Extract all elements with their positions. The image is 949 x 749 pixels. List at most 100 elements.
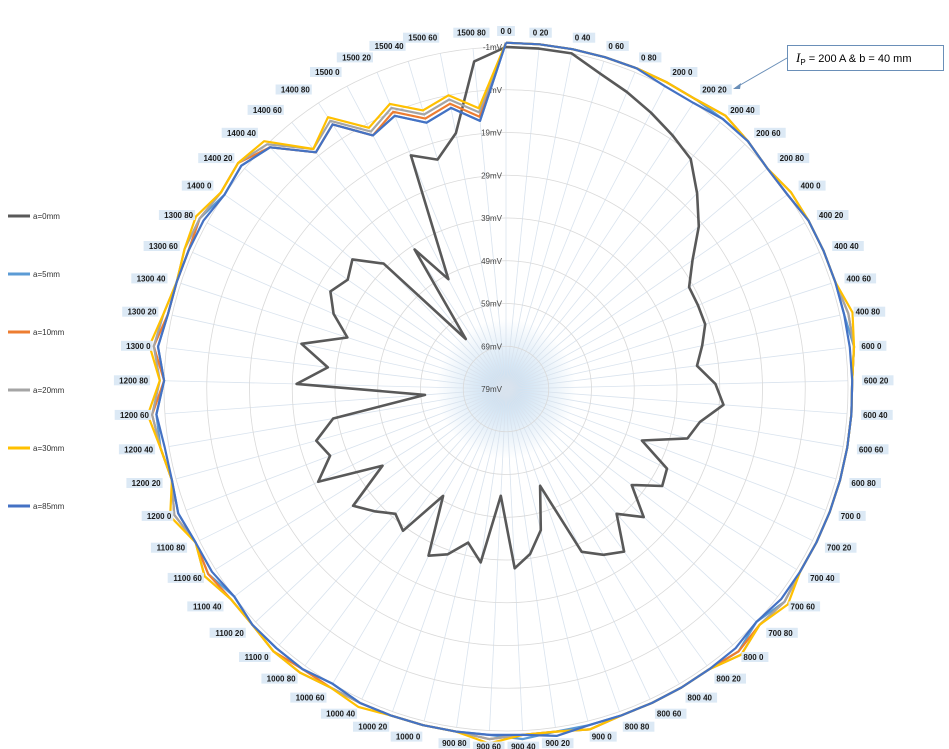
series-lines — [146, 41, 856, 745]
category-label: 1300 0 — [126, 342, 151, 351]
category-label: 700 80 — [768, 629, 793, 638]
category-label-bg — [589, 731, 617, 742]
category-label-bg — [777, 153, 810, 164]
category-label: 0 20 — [533, 29, 549, 38]
category-label-bg — [261, 673, 298, 684]
category-label: 800 40 — [688, 694, 713, 703]
category-label: 700 0 — [841, 512, 862, 521]
category-label-bg — [121, 340, 153, 351]
category-label-bg — [390, 731, 423, 742]
category-label-bg — [853, 306, 886, 317]
category-label-bg — [353, 721, 390, 732]
category-label-bg — [728, 104, 760, 115]
legend-label: a=85mm — [33, 502, 65, 511]
category-label-bg — [824, 542, 857, 553]
category-label: 1500 20 — [342, 53, 371, 62]
category-label-bg — [838, 510, 866, 521]
category-label-bg — [606, 40, 629, 51]
category-label: 1200 20 — [132, 479, 161, 488]
category-label-bg — [529, 27, 552, 38]
category-label: 1000 80 — [267, 675, 296, 684]
category-label: 400 60 — [847, 274, 872, 283]
legend-label: a=30mm — [33, 444, 65, 453]
category-label: 1200 0 — [147, 512, 172, 521]
category-label-bg — [187, 601, 224, 612]
category-label: 1000 0 — [396, 733, 421, 742]
category-label-bg — [131, 273, 168, 284]
category-label: 200 60 — [756, 129, 781, 138]
category-label-bg — [167, 572, 204, 583]
category-label-bg — [700, 84, 732, 95]
category-label: 1500 80 — [457, 29, 486, 38]
category-label-bg — [541, 738, 574, 749]
category-label-bg — [369, 40, 406, 51]
category-label-bg — [453, 27, 490, 38]
category-label: 400 20 — [819, 211, 844, 220]
category-label: 700 60 — [791, 602, 816, 611]
legend-label: a=0mm — [33, 212, 60, 221]
category-label-bg — [472, 741, 505, 749]
category-label-bg — [861, 375, 894, 386]
category-label-bg — [849, 478, 881, 488]
legend: a=0mm a=5mm a=10mm a=20mm a=30mm a=85mm — [8, 212, 65, 511]
category-label: 1200 80 — [119, 376, 148, 385]
category-label-bg — [832, 241, 864, 251]
category-label: 800 60 — [657, 710, 682, 719]
callout-pointer — [734, 57, 788, 89]
category-label: 600 20 — [864, 376, 889, 385]
radial-tick-label: 69mV — [481, 342, 503, 351]
category-label-bg — [861, 409, 893, 420]
category-label: 800 0 — [743, 653, 764, 662]
radial-tick-label: 9mV — [486, 86, 503, 95]
category-label-bg — [766, 627, 798, 638]
category-label: 1100 80 — [157, 544, 186, 553]
category-label-bg — [654, 708, 687, 719]
category-label-bg — [247, 104, 284, 115]
category-label: 400 0 — [801, 182, 822, 191]
category-label: 200 40 — [730, 106, 755, 115]
category-label-bg — [844, 273, 877, 284]
category-label-bg — [808, 572, 840, 583]
category-label-bg — [221, 127, 258, 138]
category-label-bg — [141, 510, 174, 521]
category-label-bg — [798, 180, 826, 191]
category-label: 1100 20 — [215, 629, 244, 638]
category-label-bg — [118, 444, 156, 455]
category-label-bg — [126, 478, 163, 488]
grid-ring — [334, 217, 678, 561]
category-label: 0 60 — [608, 42, 624, 51]
category-label: 1400 20 — [203, 154, 232, 163]
category-labels: 0 0 0 20 0 40 0 60 0 80 200 0 200 20 200 40 200 … — [113, 26, 894, 749]
category-label: 600 80 — [851, 479, 876, 488]
category-label-bg — [209, 627, 246, 638]
category-label: 1300 80 — [164, 211, 193, 220]
category-label: 900 60 — [476, 743, 501, 749]
category-label: 200 20 — [702, 86, 727, 95]
category-label-bg — [113, 375, 151, 386]
radial-tick-label: 49mV — [481, 257, 503, 266]
legend-label: a=10mm — [33, 328, 65, 337]
category-label-bg — [788, 601, 821, 612]
category-label: 400 80 — [856, 308, 881, 317]
category-label-bg — [685, 692, 718, 703]
radial-tick-labels: -1mV 9mV 19mV 29mV 39mV 49mV 59mV 69mV 79mV — [481, 43, 503, 394]
annotation-box: IP = 200 A & b = 40 mm — [787, 45, 944, 71]
category-label-bg — [336, 52, 373, 63]
category-label: 900 40 — [511, 743, 536, 749]
category-label: 1500 60 — [408, 34, 437, 43]
category-label-bg — [114, 409, 151, 420]
category-label-bg — [143, 241, 180, 251]
category-label: 1000 20 — [358, 723, 387, 732]
category-label-bg — [816, 210, 849, 220]
category-label-bg — [438, 738, 471, 749]
category-label: 600 40 — [863, 411, 888, 420]
category-label: 800 80 — [625, 723, 650, 732]
category-label: 1500 0 — [315, 68, 340, 77]
category-label-bg — [622, 721, 655, 732]
legend-label: a=5mm — [33, 270, 60, 279]
legend-label: a=20mm — [33, 386, 65, 395]
category-label: 0 80 — [641, 53, 657, 62]
category-label-bg — [497, 26, 515, 36]
category-label-bg — [310, 67, 342, 77]
radial-tick-label: 19mV — [481, 129, 503, 138]
